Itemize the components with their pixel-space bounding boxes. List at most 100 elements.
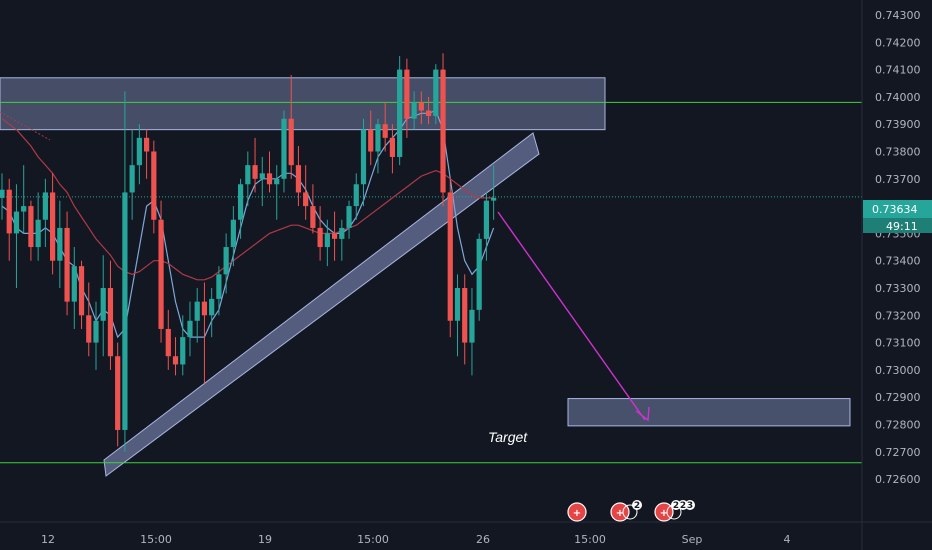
candle[interactable] [100,255,106,357]
candle[interactable] [433,64,439,125]
candle[interactable] [0,173,5,220]
candle[interactable] [151,140,157,234]
candle[interactable] [42,178,48,248]
candle-body [230,219,236,248]
candle[interactable] [295,146,302,207]
price-tick-label: 0.74100 [875,64,921,77]
time-axis[interactable]: 12 15:00 19 15:00 26 15:00 Sep 4 [41,533,791,546]
candle[interactable] [368,110,374,166]
candle[interactable] [172,337,179,376]
economic-event-icon[interactable]: + [654,502,682,522]
candle[interactable] [93,301,99,370]
candle[interactable] [6,178,12,261]
candle-body [418,102,424,111]
candle-body [266,173,273,185]
time-tick-label: 19 [258,533,272,546]
price-tick-label: 0.72700 [875,446,921,459]
candle[interactable] [454,274,461,357]
candle[interactable] [274,165,280,220]
economic-event-icon[interactable]: + [610,502,638,522]
candle[interactable] [447,178,453,338]
trendline-channel[interactable] [103,132,540,477]
candle[interactable] [375,118,381,174]
candle[interactable] [483,192,490,261]
candle[interactable] [382,102,388,152]
event-count-text: 2 [680,501,686,511]
price-tick-label: 0.73700 [875,173,921,186]
candle[interactable] [259,156,265,207]
candle[interactable] [71,247,77,329]
candle[interactable] [346,200,352,239]
candle[interactable] [353,173,359,220]
candle-body [404,69,410,119]
candle[interactable] [324,219,330,267]
candle[interactable] [310,184,316,234]
candle-body [0,189,5,198]
candle[interactable] [144,129,150,179]
candle[interactable] [491,165,497,220]
candle-body [469,309,475,343]
target-zone[interactable] [567,398,851,427]
candle[interactable] [107,260,114,370]
candle-body [360,129,367,185]
candle[interactable] [469,288,475,376]
candle[interactable] [397,55,403,166]
candle[interactable] [13,184,20,288]
candle[interactable] [223,233,229,294]
candle[interactable] [35,192,41,261]
candle[interactable] [404,58,410,138]
candle-body [259,173,265,179]
candle[interactable] [64,211,70,316]
candle[interactable] [230,206,236,267]
candle[interactable] [317,206,323,261]
candle-body [201,301,208,316]
candle-body [129,165,135,193]
candle[interactable] [411,91,417,130]
candle[interactable] [122,91,128,452]
candle[interactable] [78,260,85,329]
candle[interactable] [201,282,208,384]
candle[interactable] [136,124,142,185]
candle-body [50,192,56,261]
candle[interactable] [389,124,396,174]
price-axis[interactable]: 0.74300 0.74200 0.74100 0.74000 0.73900 0.738… [875,9,921,486]
candle[interactable] [245,151,251,207]
candle[interactable] [209,288,215,338]
candle[interactable] [303,165,309,220]
candle[interactable] [115,342,121,447]
candle[interactable] [339,219,345,261]
candle[interactable] [50,173,56,275]
economic-event-icon[interactable]: + [567,502,587,522]
countdown-bg [863,218,932,233]
candle[interactable] [360,118,367,207]
candle[interactable] [165,309,171,370]
candle[interactable] [28,200,34,261]
candle[interactable] [129,129,135,220]
candle[interactable] [266,151,273,193]
candle[interactable] [462,274,468,365]
resistance-zone[interactable] [0,77,606,131]
candle[interactable] [194,288,200,343]
price-tick-label: 0.74300 [875,9,921,22]
candle[interactable] [440,53,446,207]
candle[interactable] [216,266,222,316]
target-label: Target [488,429,528,445]
candle[interactable] [331,211,338,261]
candle[interactable] [237,178,244,239]
candle[interactable] [21,165,27,234]
candle[interactable] [281,110,287,193]
candle[interactable] [57,200,63,288]
candle-body [375,124,381,152]
candle[interactable] [418,91,424,125]
time-tick-label: Sep [682,533,703,546]
candle[interactable] [288,75,294,179]
candle[interactable] [187,301,193,357]
candle[interactable] [425,96,432,125]
candle[interactable] [180,315,186,376]
candle[interactable] [252,137,258,193]
candle[interactable] [86,282,92,357]
candle[interactable] [158,200,164,343]
candle[interactable] [476,233,482,321]
